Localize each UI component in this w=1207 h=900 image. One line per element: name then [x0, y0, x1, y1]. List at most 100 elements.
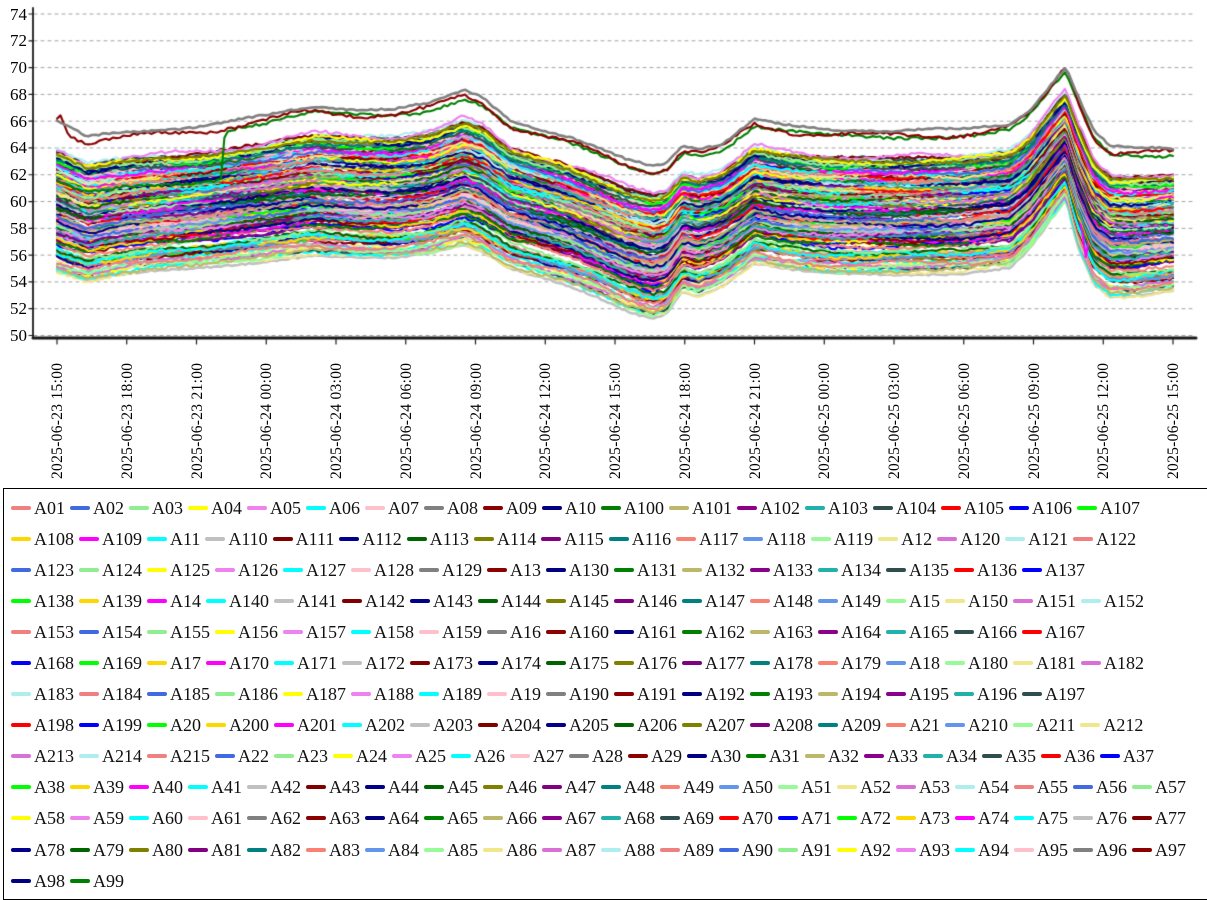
legend-item: A101 [669, 498, 734, 518]
legend-item: A123 [11, 560, 76, 580]
legend-item: A40 [129, 777, 185, 797]
legend-label: A19 [510, 684, 541, 705]
legend-line-swatch [818, 567, 838, 572]
legend-item: A09 [483, 498, 539, 518]
legend-item: A210 [945, 715, 1010, 735]
legend-item: A171 [274, 653, 339, 673]
legend-label: A196 [977, 684, 1017, 705]
legend-label: A147 [705, 590, 745, 611]
legend-label: A198 [34, 715, 74, 736]
legend-line-swatch [11, 847, 31, 852]
legend-item: A207 [682, 715, 747, 735]
legend-line-swatch [11, 692, 31, 697]
legend-label: A144 [501, 590, 541, 611]
legend-label: A189 [442, 684, 482, 705]
legend-line-swatch [333, 754, 353, 759]
legend-item: A30 [687, 746, 743, 766]
legend-item: A77 [1132, 808, 1188, 828]
legend-label: A39 [93, 777, 124, 798]
legend-line-swatch [147, 692, 167, 697]
legend-line-swatch [614, 598, 634, 603]
legend-label: A192 [705, 684, 745, 705]
legend-line-swatch [419, 692, 439, 697]
legend-line-swatch [719, 816, 739, 821]
legend-label: A67 [565, 808, 596, 829]
legend-item: A164 [818, 622, 883, 642]
legend-line-swatch [1022, 629, 1042, 634]
legend-line-swatch [750, 723, 770, 728]
legend-item: A187 [283, 684, 348, 704]
legend-item: A25 [392, 746, 448, 766]
legend-label: A194 [841, 684, 881, 705]
legend-line-swatch [676, 536, 697, 541]
legend-label: A42 [270, 777, 301, 798]
legend-line-swatch [1132, 847, 1152, 852]
legend-label: A125 [170, 559, 210, 580]
legend-label: A173 [433, 653, 473, 674]
legend-item: A71 [778, 808, 834, 828]
legend-line-swatch [778, 816, 798, 821]
legend-item: A21 [886, 715, 942, 735]
legend-line-swatch [955, 816, 975, 821]
legend-line-swatch [1014, 785, 1034, 790]
legend-line-swatch [247, 816, 267, 821]
legend-line-swatch [750, 567, 770, 572]
legend-line-swatch [424, 785, 444, 790]
legend-item: A91 [778, 840, 834, 860]
legend-label: A97 [1155, 839, 1186, 860]
legend-line-swatch [147, 661, 167, 666]
legend-line-swatch [660, 816, 680, 821]
legend-label: A105 [964, 497, 1004, 518]
legend-item: A142 [342, 591, 407, 611]
legend-label: A86 [506, 839, 537, 860]
legend-label: A164 [841, 621, 881, 642]
legend-line-swatch [70, 785, 90, 790]
legend-label: A145 [569, 590, 609, 611]
legend-item: A199 [79, 715, 144, 735]
legend-label: A115 [564, 528, 604, 549]
legend-label: A28 [592, 746, 623, 767]
legend-line-swatch [1013, 661, 1033, 666]
legend-item: A107 [1077, 498, 1142, 518]
legend-item: A76 [1073, 808, 1129, 828]
legend-label: A58 [34, 808, 65, 829]
y-axis-tick-label: 66 [10, 111, 27, 131]
legend-label: A208 [773, 715, 813, 736]
legend-label: A16 [510, 621, 541, 642]
legend-item: A159 [419, 622, 484, 642]
legend-item: A188 [351, 684, 416, 704]
legend-label: A212 [1103, 715, 1144, 736]
legend-line-swatch [837, 816, 857, 821]
legend-label: A06 [329, 497, 360, 518]
legend-line-swatch [11, 661, 31, 666]
legend-line-swatch [11, 816, 31, 821]
legend-row: A78 A79 A80 A81 A82 A83 A84 A85 A86 A87 A88 A89 A90 A… [11, 834, 1207, 865]
legend-item: A29 [628, 746, 684, 766]
legend-item: A124 [79, 560, 144, 580]
legend-line-swatch [79, 536, 99, 541]
legend-item: A196 [954, 684, 1019, 704]
legend-item: A81 [188, 840, 244, 860]
legend-line-swatch [818, 692, 838, 697]
legend-item: A212 [1080, 715, 1145, 735]
legend-line-swatch [1014, 816, 1034, 821]
legend-label: A193 [773, 684, 813, 705]
legend-label: A211 [1036, 715, 1076, 736]
legend-line-swatch [11, 754, 31, 759]
legend-line-swatch [365, 505, 385, 510]
legend-label: A166 [977, 621, 1017, 642]
legend-item: A149 [818, 591, 883, 611]
legend-label: A64 [388, 808, 419, 829]
legend-item: A157 [283, 622, 348, 642]
legend-line-swatch [954, 629, 974, 634]
legend-item: A128 [351, 560, 416, 580]
legend-line-swatch [306, 505, 326, 510]
legend-item: A70 [719, 808, 775, 828]
legend-item: A05 [247, 498, 303, 518]
legend-line-swatch [147, 567, 167, 572]
legend-line-swatch [542, 505, 562, 510]
legend-item: A140 [206, 591, 271, 611]
legend-line-swatch [79, 723, 99, 728]
legend-item: A16 [487, 622, 543, 642]
legend-line-swatch [608, 536, 629, 541]
